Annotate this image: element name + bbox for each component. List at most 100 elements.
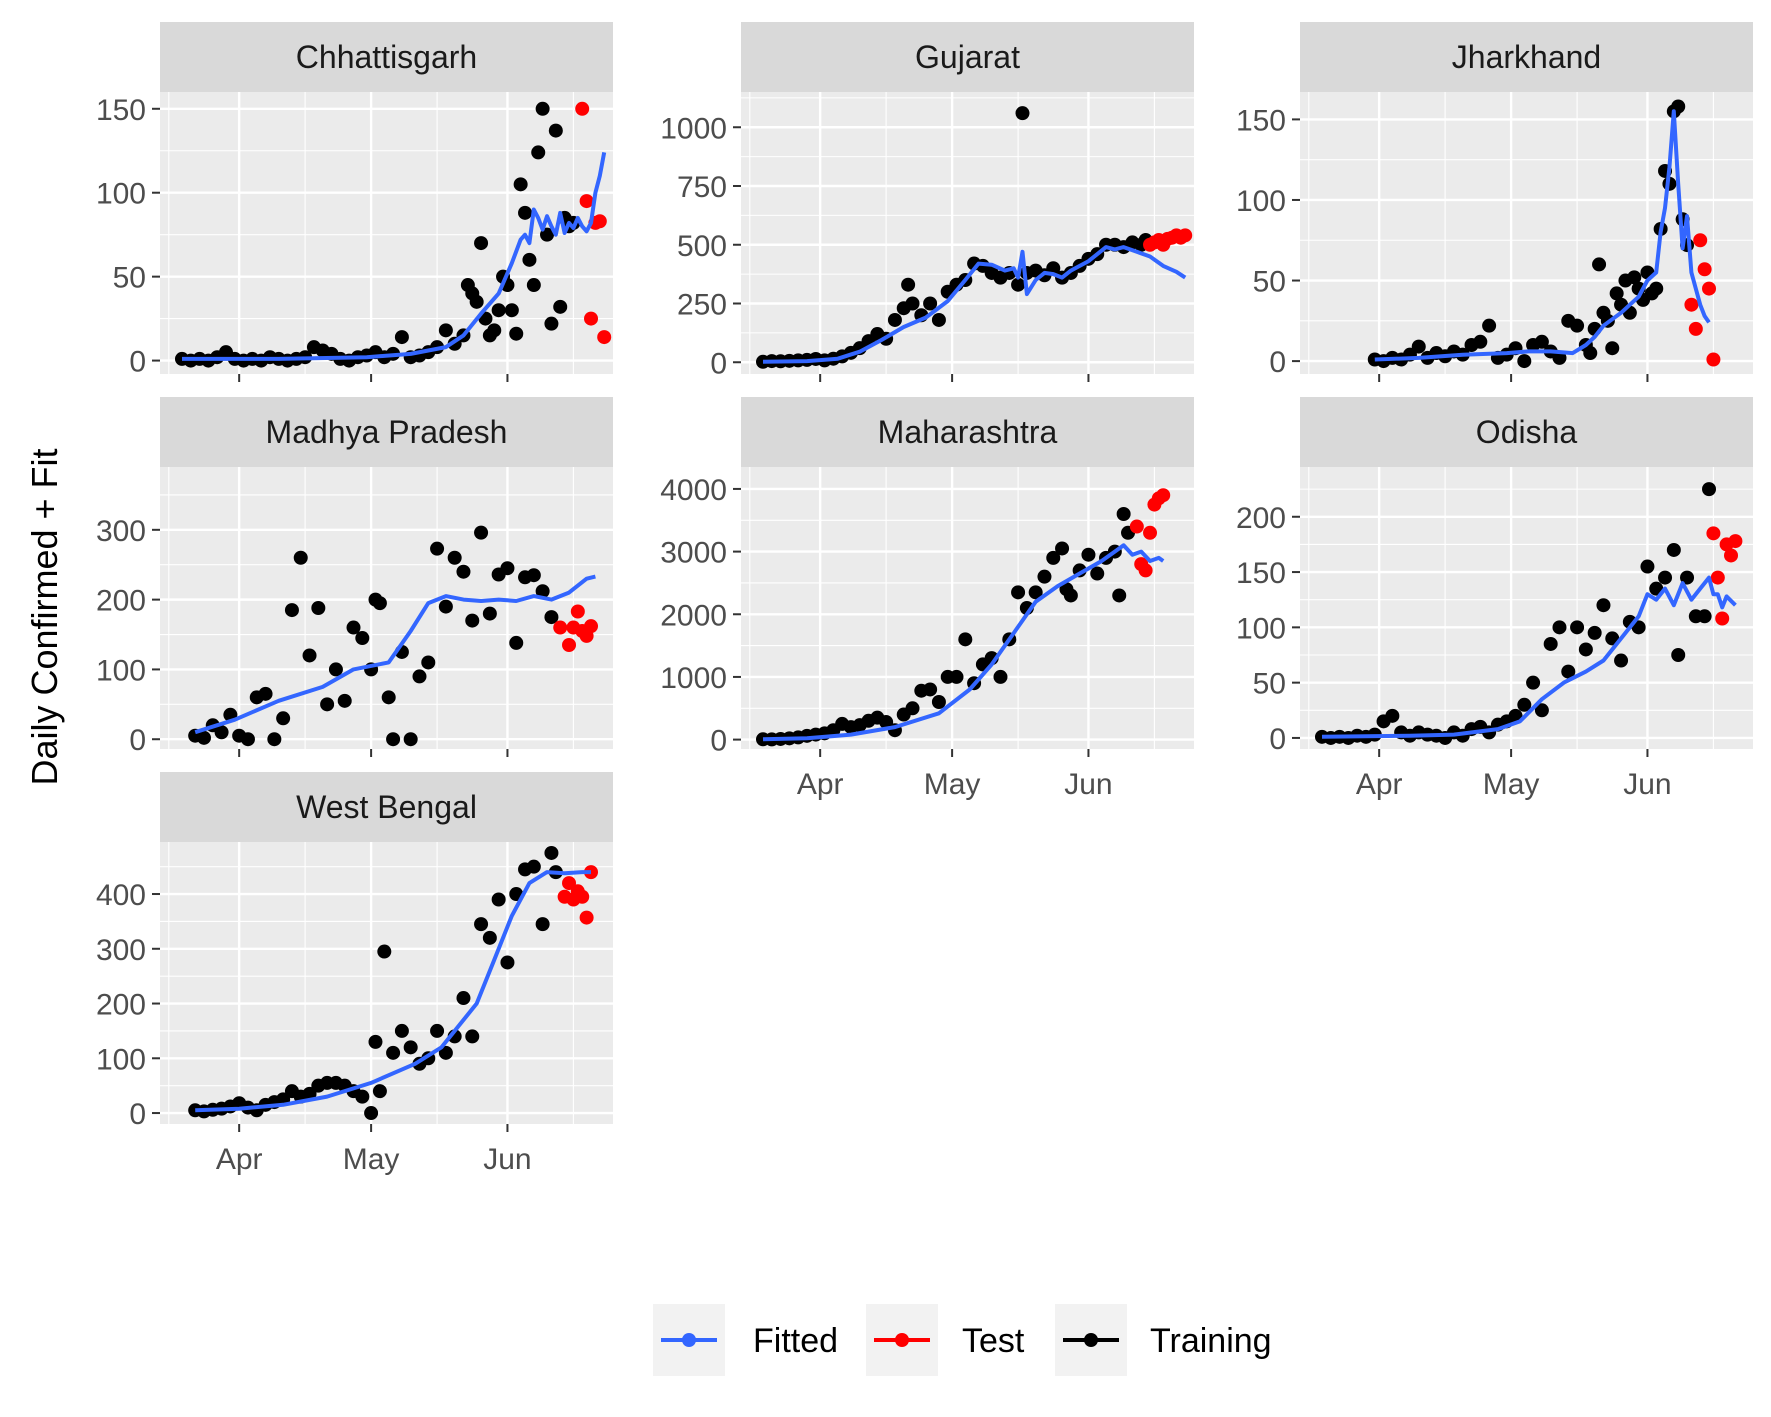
training-point	[879, 715, 894, 730]
training-point	[258, 686, 273, 701]
training-point	[544, 610, 559, 625]
training-point	[1609, 286, 1624, 301]
strip-title-west-bengal: West Bengal	[296, 789, 477, 825]
strip-jharkhand	[1300, 22, 1753, 92]
test-point	[1706, 352, 1721, 367]
y-tick-label: 4000	[660, 474, 727, 507]
legend: Fitted Test Training	[653, 1304, 1272, 1376]
training-point	[482, 930, 497, 945]
strip-title-maharashtra: Maharashtra	[878, 414, 1058, 450]
training-point	[355, 1089, 370, 1104]
training-point	[1055, 541, 1070, 556]
training-point	[509, 326, 524, 341]
training-point	[553, 299, 568, 314]
test-point	[1706, 526, 1721, 541]
panel-chhattisgarh: Chhattisgarh 0 50 100 150	[96, 22, 613, 382]
y-tick-label: 500	[677, 230, 727, 263]
legend-point	[682, 1333, 696, 1347]
plot-area	[174, 101, 612, 368]
plot-area	[755, 106, 1193, 369]
training-point	[1697, 609, 1712, 624]
y-tick-label: 100	[1236, 612, 1286, 645]
plot-area	[755, 488, 1171, 747]
test-point	[1724, 548, 1739, 563]
strip-maharashtra	[741, 397, 1194, 467]
y-tick-label: 1000	[660, 662, 727, 695]
panel-background	[160, 842, 613, 1124]
y-tick-label: 400	[96, 879, 146, 912]
test-point	[584, 865, 599, 880]
training-point	[1570, 620, 1585, 635]
y-tick-label: 150	[96, 94, 146, 127]
legend-point	[895, 1333, 909, 1347]
test-point	[1138, 563, 1153, 578]
y-tick-label: 100	[1236, 185, 1286, 218]
training-point	[544, 845, 559, 860]
strip-title-madhya-pradesh: Madhya Pradesh	[266, 414, 508, 450]
panel-jharkhand: Jharkhand 0 50 100 150	[1236, 22, 1753, 382]
training-point	[887, 312, 902, 327]
x-tick-label: Jun	[483, 1143, 531, 1176]
training-point	[430, 541, 445, 556]
training-point	[372, 596, 387, 611]
y-tick-label: 0	[129, 346, 146, 379]
training-point	[1614, 653, 1629, 668]
training-point	[526, 568, 541, 583]
test-point	[597, 330, 612, 345]
training-point	[1473, 334, 1488, 349]
training-point	[535, 584, 550, 599]
training-point	[214, 725, 229, 740]
training-point	[1534, 703, 1549, 718]
test-point	[1693, 233, 1708, 248]
legend-item-fitted: Fitted	[653, 1304, 838, 1376]
test-point	[1688, 321, 1703, 336]
training-point	[412, 669, 427, 684]
training-point	[447, 550, 462, 565]
training-point	[1680, 570, 1695, 585]
legend-item-test: Test	[866, 1304, 1025, 1376]
training-point	[1534, 334, 1549, 349]
training-point	[377, 944, 392, 959]
training-point	[403, 732, 418, 747]
fitted-line	[762, 245, 1187, 364]
plot-area	[1314, 482, 1743, 745]
training-point	[1508, 708, 1523, 723]
panel-background	[1300, 92, 1753, 374]
training-point	[482, 606, 497, 621]
training-point	[1658, 570, 1673, 585]
training-point	[1543, 636, 1558, 651]
x-tick-label: Apr	[216, 1143, 263, 1176]
training-point	[311, 601, 326, 615]
training-point	[394, 330, 409, 345]
legend-point	[1084, 1333, 1098, 1347]
training-point	[469, 294, 484, 309]
strip-west-bengal	[160, 772, 613, 842]
plot-area	[188, 525, 599, 747]
training-point	[1627, 270, 1642, 285]
training-point	[1640, 559, 1655, 574]
training-point	[905, 296, 920, 311]
y-tick-label: 1000	[660, 112, 727, 145]
y-tick-label: 50	[1253, 266, 1286, 299]
test-point	[1728, 534, 1743, 549]
legend-label: Fitted	[753, 1322, 838, 1360]
training-point	[320, 697, 335, 712]
strip-madhya-pradesh	[160, 397, 613, 467]
training-point	[1596, 598, 1611, 613]
training-point	[1517, 697, 1532, 712]
y-tick-label: 150	[1236, 104, 1286, 137]
test-point	[575, 101, 590, 116]
x-tick-label: Apr	[1356, 768, 1403, 801]
training-point	[535, 101, 550, 116]
fitted-line	[194, 574, 596, 735]
fitted-line	[1321, 575, 1737, 739]
training-point	[355, 631, 370, 646]
y-axis-title: Daily Confirmed + Fit	[24, 448, 65, 785]
plot-area	[188, 845, 599, 1121]
training-point	[1702, 482, 1717, 497]
x-tick-label: May	[343, 1143, 400, 1176]
test-point	[562, 637, 577, 652]
panel-madhya-pradesh: Madhya Pradesh 0 100 200 300	[96, 397, 613, 757]
test-point	[1702, 281, 1717, 296]
